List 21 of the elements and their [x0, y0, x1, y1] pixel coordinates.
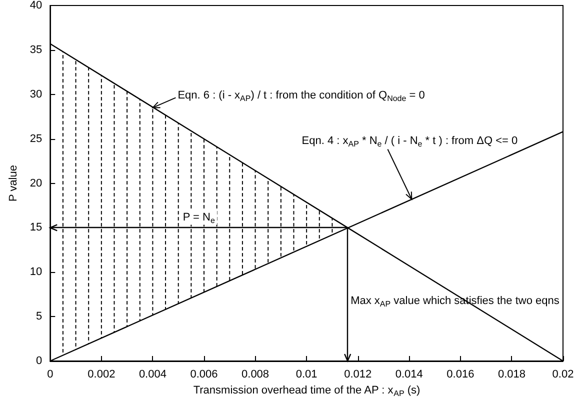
y-tick-label: 30: [30, 88, 42, 100]
x-tick-label: 0.012: [344, 368, 372, 380]
y-tick-label: 5: [36, 310, 42, 323]
y-tick-label: 10: [30, 266, 42, 278]
x-tick-label: 0: [47, 368, 54, 380]
x-tick-label: 0.002: [88, 368, 116, 380]
y-axis-title: P value: [8, 165, 20, 202]
x-tick-label: 0.004: [138, 368, 166, 380]
y-tick-label: 15: [30, 222, 42, 234]
x-tick-label: 0.02: [552, 368, 574, 380]
x-tick-label: 0.016: [446, 368, 474, 380]
x-tick-label: 0.008: [242, 368, 270, 380]
x-tick-label: 0.014: [395, 368, 423, 380]
y-tick-label: 0: [36, 355, 42, 367]
x-tick-label: 0.01: [296, 368, 318, 380]
y-tick-label: 40: [30, 0, 42, 12]
x-tick-label: 0.018: [498, 368, 526, 380]
y-tick-label: 35: [30, 44, 42, 56]
y-tick-label: 20: [30, 177, 42, 190]
x-tick-label: 0.006: [190, 368, 218, 380]
y-tick-label: 25: [30, 132, 42, 145]
